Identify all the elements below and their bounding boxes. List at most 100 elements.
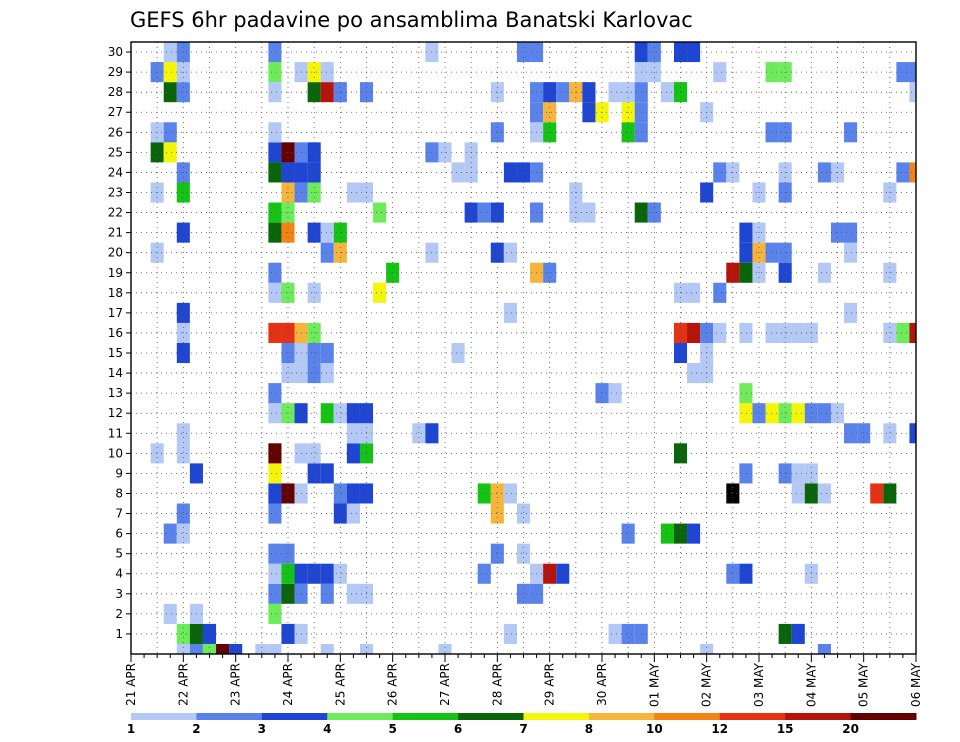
x-tick-label: 30 APR (595, 663, 609, 706)
heatmap-cell (765, 62, 779, 83)
heatmap-cell (268, 322, 282, 343)
heatmap-cell (163, 42, 177, 63)
y-tick-label: 18 (108, 286, 123, 300)
heatmap-cell (320, 363, 334, 384)
heatmap-cell (726, 483, 740, 504)
heatmap-cell (791, 463, 805, 484)
heatmap-cell (373, 282, 387, 303)
heatmap-cell (268, 583, 282, 604)
x-tick-label: 04 MAY (804, 662, 818, 707)
heatmap-cell (346, 483, 360, 504)
y-tick-label: 24 (108, 165, 123, 179)
heatmap-cell (503, 623, 517, 644)
heatmap-cell (713, 282, 727, 303)
heatmap-cell (687, 42, 701, 63)
heatmap-cell (163, 82, 177, 103)
heatmap-cell (163, 523, 177, 544)
y-tick-label: 27 (108, 105, 123, 119)
heatmap-cell (163, 603, 177, 624)
y-tick-label: 8 (115, 486, 123, 500)
heatmap-cell (739, 463, 753, 484)
heatmap-cell (752, 403, 766, 424)
x-tick-label: 23 APR (229, 663, 243, 706)
heatmap-cell (307, 563, 321, 584)
heatmap-cell (281, 363, 295, 384)
heatmap-cell (268, 142, 282, 163)
y-tick-label: 19 (108, 266, 123, 280)
heatmap-cell (503, 242, 517, 263)
x-tick-label: 02 MAY (700, 662, 714, 707)
heatmap-cell (268, 403, 282, 424)
heatmap-cell (346, 583, 360, 604)
heatmap-cell (320, 403, 334, 424)
y-tick-label: 22 (108, 206, 123, 220)
heatmap-cell (621, 623, 635, 644)
y-tick-label: 14 (108, 366, 123, 380)
heatmap-cell (817, 403, 831, 424)
axes: 1234567891011121314151617181920212223242… (108, 41, 923, 707)
heatmap-cell (176, 523, 190, 544)
heatmap-cell (909, 162, 916, 183)
heatmap-cell (451, 342, 465, 364)
heatmap-cell (268, 162, 282, 183)
heatmap-cell (268, 82, 282, 103)
heatmap-cell (346, 182, 360, 203)
heatmap-cell (817, 483, 831, 504)
heatmap-cell (582, 82, 596, 103)
heatmap-cell (673, 342, 688, 364)
y-tick-label: 21 (108, 226, 123, 240)
heatmap-cell (333, 563, 347, 584)
heatmap-cell (281, 342, 295, 364)
legend-swatch (719, 713, 786, 720)
x-tick-label: 06 MAY (909, 662, 923, 707)
y-tick-label: 12 (108, 406, 123, 420)
y-tick-label: 17 (108, 306, 123, 320)
x-tick-label: 29 APR (543, 663, 557, 706)
heatmap-cell (176, 643, 190, 654)
heatmap-cell (516, 583, 531, 604)
heatmap-cell (516, 503, 531, 524)
x-tick-label: 03 MAY (752, 662, 766, 707)
heatmap-cell (883, 483, 897, 504)
heatmap-cell (281, 563, 295, 584)
heatmap-cell (163, 122, 177, 143)
heatmap-cell (791, 322, 805, 343)
heatmap-cell (176, 443, 190, 464)
heatmap-cell (503, 162, 517, 183)
heatmap-cell (896, 162, 910, 183)
y-tick-label: 5 (115, 547, 123, 561)
heatmap-cell (373, 202, 387, 223)
heatmap-cell (320, 563, 334, 584)
heatmap-cell (320, 583, 334, 604)
heatmap-cell (778, 403, 792, 424)
heatmap-cell (150, 443, 164, 464)
legend-swatch (458, 713, 524, 720)
heatmap-cell (176, 623, 190, 644)
heatmap-cell (608, 383, 622, 404)
heatmap-cell (791, 403, 805, 424)
heatmap-cell (281, 543, 295, 564)
heatmap-cell (346, 443, 360, 464)
heatmap-cell (844, 222, 858, 243)
heatmap-cell (281, 623, 295, 644)
legend-swatch (588, 713, 655, 720)
heatmap-cell (556, 563, 570, 584)
heatmap-cell (268, 42, 282, 63)
heatmap-cell (268, 222, 282, 243)
heatmap-cell (202, 623, 217, 644)
legend-label: 5 (388, 722, 396, 736)
heatmap-cell (896, 62, 910, 83)
heatmap-cell (307, 363, 321, 384)
legend-swatch (196, 713, 263, 720)
heatmap-cell (268, 282, 282, 303)
heatmap-cell (281, 403, 295, 424)
heatmap-cell (765, 122, 779, 143)
y-tick-label: 15 (108, 346, 123, 360)
heatmap-cell (477, 202, 491, 223)
x-tick-label: 21 APR (124, 663, 138, 706)
heatmap-cell (817, 162, 831, 183)
heatmap-cell (673, 523, 688, 544)
heatmap-cell (503, 483, 517, 504)
heatmap-cell (844, 122, 858, 143)
heatmap-cell (765, 403, 779, 424)
